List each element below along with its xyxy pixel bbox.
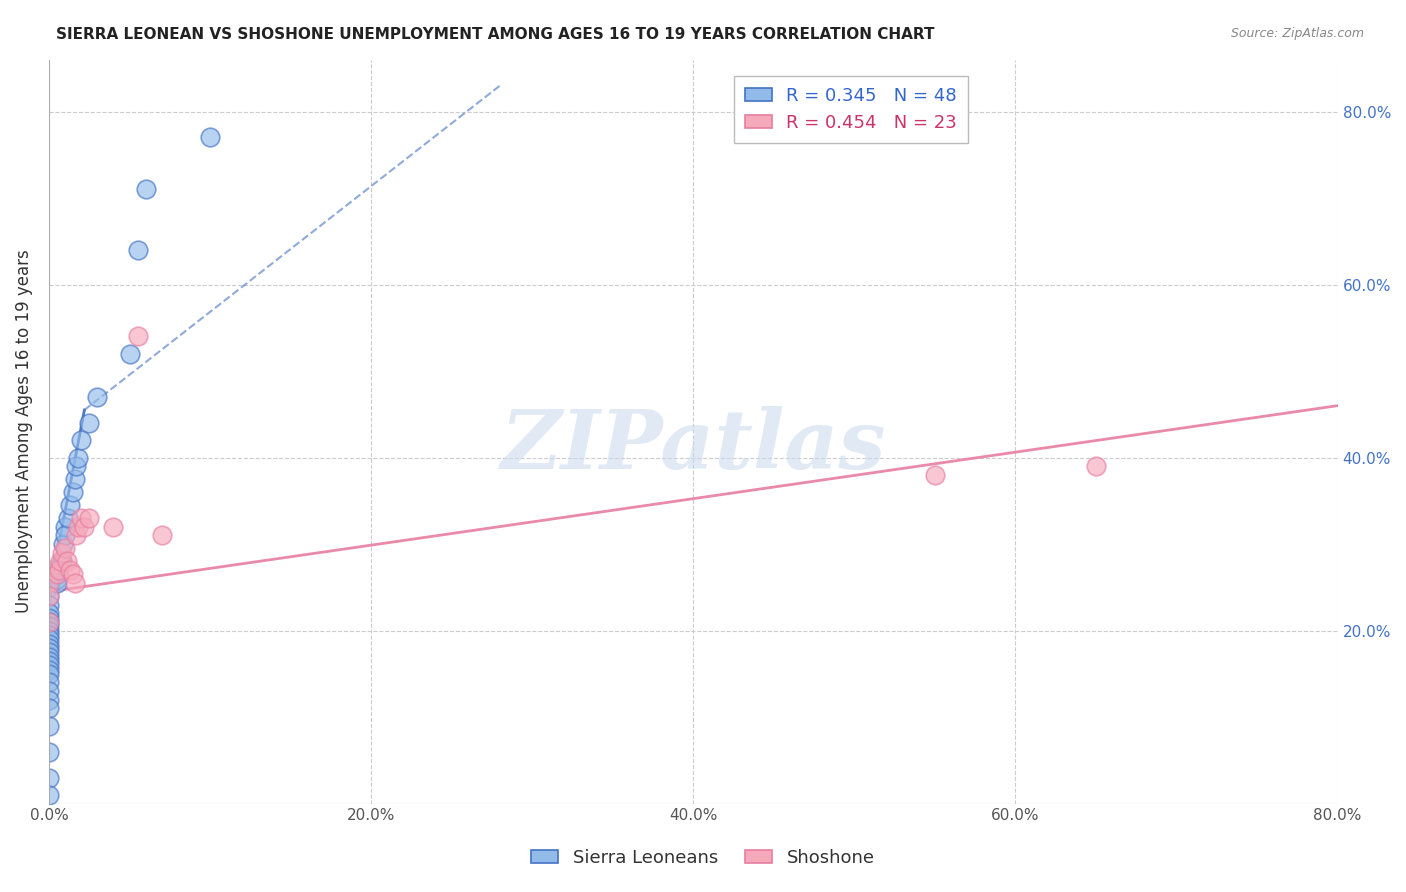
Point <box>38 615 60 629</box>
Point <box>59 563 82 577</box>
Legend: R = 0.345   N = 48, R = 0.454   N = 23: R = 0.345 N = 48, R = 0.454 N = 23 <box>734 76 967 143</box>
Point <box>48 563 70 577</box>
Point <box>1085 459 1108 474</box>
Point <box>38 684 60 698</box>
Point <box>38 624 60 638</box>
Point <box>53 520 76 534</box>
Point <box>66 520 89 534</box>
Point <box>38 589 60 603</box>
Point <box>65 459 87 474</box>
Point <box>59 498 82 512</box>
Point <box>51 554 73 568</box>
Point <box>127 243 149 257</box>
Point <box>77 511 100 525</box>
Point <box>38 658 60 673</box>
Point <box>70 434 93 448</box>
Point <box>58 511 80 525</box>
Point <box>38 788 60 802</box>
Text: SIERRA LEONEAN VS SHOSHONE UNEMPLOYMENT AMONG AGES 16 TO 19 YEARS CORRELATION CH: SIERRA LEONEAN VS SHOSHONE UNEMPLOYMENT … <box>56 27 935 42</box>
Point <box>127 329 149 343</box>
Point <box>38 572 60 586</box>
Point <box>62 485 84 500</box>
Text: Source: ZipAtlas.com: Source: ZipAtlas.com <box>1230 27 1364 40</box>
Point <box>77 416 100 430</box>
Point <box>46 572 69 586</box>
Point <box>63 472 86 486</box>
Point <box>38 645 60 659</box>
Point <box>38 615 60 629</box>
Point <box>38 663 60 677</box>
Point <box>118 347 141 361</box>
Point <box>38 610 60 624</box>
Point <box>38 666 60 681</box>
Point <box>38 628 60 642</box>
Point <box>38 636 60 650</box>
Point <box>46 563 69 577</box>
Point <box>38 619 60 633</box>
Point <box>86 390 108 404</box>
Point <box>38 719 60 733</box>
Point <box>135 182 157 196</box>
Point <box>62 567 84 582</box>
Point <box>38 771 60 785</box>
Point <box>103 520 125 534</box>
Point <box>63 576 86 591</box>
Point <box>38 649 60 664</box>
Point <box>49 554 72 568</box>
Point <box>38 589 60 603</box>
Point <box>46 567 69 582</box>
Point <box>66 450 89 465</box>
Point <box>65 528 87 542</box>
Point <box>53 528 76 542</box>
Point <box>46 576 69 591</box>
Point <box>52 537 75 551</box>
Text: ZIPatlas: ZIPatlas <box>501 407 886 486</box>
Y-axis label: Unemployment Among Ages 16 to 19 years: Unemployment Among Ages 16 to 19 years <box>15 250 32 614</box>
Point <box>70 511 93 525</box>
Point <box>38 675 60 690</box>
Point <box>38 640 60 655</box>
Point <box>38 580 60 594</box>
Point <box>38 607 60 621</box>
Point <box>38 632 60 647</box>
Point <box>924 467 946 482</box>
Point <box>150 528 173 542</box>
Point <box>55 554 77 568</box>
Point <box>38 598 60 612</box>
Point <box>38 693 60 707</box>
Point <box>53 541 76 556</box>
Point <box>38 563 60 577</box>
Point <box>46 567 69 582</box>
Point <box>38 654 60 668</box>
Point <box>38 745 60 759</box>
Point <box>73 520 96 534</box>
Point <box>38 701 60 715</box>
Point <box>198 130 221 145</box>
Point <box>38 576 60 591</box>
Point <box>51 546 73 560</box>
Legend: Sierra Leoneans, Shoshone: Sierra Leoneans, Shoshone <box>524 842 882 874</box>
